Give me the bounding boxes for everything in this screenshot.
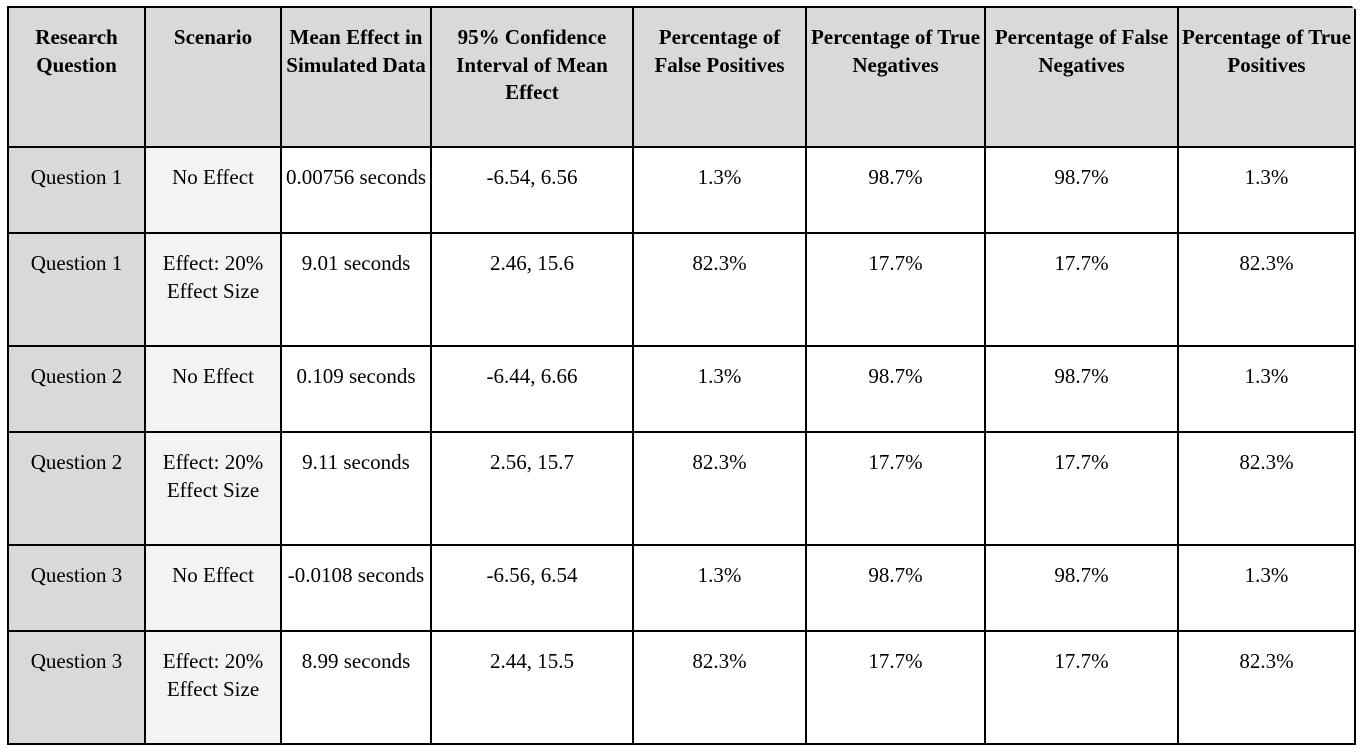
table-row: Question 3 No Effect -0.0108 seconds -6.… [7, 544, 1356, 632]
table-row: Question 3 Effect: 20% Effect Size 8.99 … [7, 630, 1356, 745]
cell-false-negatives: 98.7% [984, 345, 1179, 433]
cell-research-question: Question 1 [7, 146, 146, 234]
table-row: Question 2 No Effect 0.109 seconds -6.44… [7, 345, 1356, 433]
cell-confidence-interval: -6.54, 6.56 [430, 146, 634, 234]
header-true-positives: Percentage of True Positives [1177, 6, 1356, 148]
cell-true-negatives: 17.7% [805, 232, 986, 347]
cell-research-question: Question 2 [7, 431, 146, 546]
header-true-negatives: Percentage of True Negatives [805, 6, 986, 148]
cell-research-question: Question 1 [7, 232, 146, 347]
cell-scenario: No Effect [144, 544, 282, 632]
cell-research-question: Question 3 [7, 630, 146, 745]
header-row: Research Question Scenario Mean Effect i… [7, 6, 1356, 148]
cell-confidence-interval: -6.56, 6.54 [430, 544, 634, 632]
table-row: Question 2 Effect: 20% Effect Size 9.11 … [7, 431, 1356, 546]
cell-true-positives: 1.3% [1177, 544, 1356, 632]
cell-scenario: No Effect [144, 146, 282, 234]
cell-false-positives: 1.3% [632, 146, 807, 234]
cell-confidence-interval: -6.44, 6.66 [430, 345, 634, 433]
header-false-negatives: Percentage of False Negatives [984, 6, 1179, 148]
cell-false-positives: 1.3% [632, 544, 807, 632]
cell-mean-effect: 8.99 seconds [280, 630, 432, 745]
cell-research-question: Question 2 [7, 345, 146, 433]
cell-true-positives: 1.3% [1177, 345, 1356, 433]
cell-false-positives: 82.3% [632, 630, 807, 745]
cell-mean-effect: 0.109 seconds [280, 345, 432, 433]
table-row: Question 1 No Effect 0.00756 seconds -6.… [7, 146, 1356, 234]
header-false-positives: Percentage of False Positives [632, 6, 807, 148]
cell-mean-effect: -0.0108 seconds [280, 544, 432, 632]
cell-scenario: Effect: 20% Effect Size [144, 431, 282, 546]
header-research-question: Research Question [7, 6, 146, 148]
cell-research-question: Question 3 [7, 544, 146, 632]
header-confidence-interval: 95% Confidence Interval of Mean Effect [430, 6, 634, 148]
cell-true-negatives: 98.7% [805, 544, 986, 632]
header-mean-effect: Mean Effect in Simulated Data [280, 6, 432, 148]
cell-confidence-interval: 2.46, 15.6 [430, 232, 634, 347]
cell-true-negatives: 17.7% [805, 431, 986, 546]
cell-scenario: Effect: 20% Effect Size [144, 630, 282, 745]
cell-false-positives: 1.3% [632, 345, 807, 433]
cell-false-negatives: 17.7% [984, 630, 1179, 745]
table-row: Question 1 Effect: 20% Effect Size 9.01 … [7, 232, 1356, 347]
cell-confidence-interval: 2.56, 15.7 [430, 431, 634, 546]
cell-mean-effect: 0.00756 seconds [280, 146, 432, 234]
cell-scenario: No Effect [144, 345, 282, 433]
header-scenario: Scenario [144, 6, 282, 148]
cell-true-negatives: 98.7% [805, 146, 986, 234]
cell-true-positives: 1.3% [1177, 146, 1356, 234]
cell-mean-effect: 9.01 seconds [280, 232, 432, 347]
cell-confidence-interval: 2.44, 15.5 [430, 630, 634, 745]
cell-mean-effect: 9.11 seconds [280, 431, 432, 546]
cell-true-negatives: 17.7% [805, 630, 986, 745]
cell-false-positives: 82.3% [632, 431, 807, 546]
cell-false-negatives: 17.7% [984, 232, 1179, 347]
cell-false-negatives: 98.7% [984, 544, 1179, 632]
cell-true-negatives: 98.7% [805, 345, 986, 433]
results-table: Research Question Scenario Mean Effect i… [7, 6, 1356, 745]
cell-false-positives: 82.3% [632, 232, 807, 347]
cell-false-negatives: 17.7% [984, 431, 1179, 546]
cell-true-positives: 82.3% [1177, 630, 1356, 745]
cell-scenario: Effect: 20% Effect Size [144, 232, 282, 347]
cell-false-negatives: 98.7% [984, 146, 1179, 234]
cell-true-positives: 82.3% [1177, 232, 1356, 347]
cell-true-positives: 82.3% [1177, 431, 1356, 546]
